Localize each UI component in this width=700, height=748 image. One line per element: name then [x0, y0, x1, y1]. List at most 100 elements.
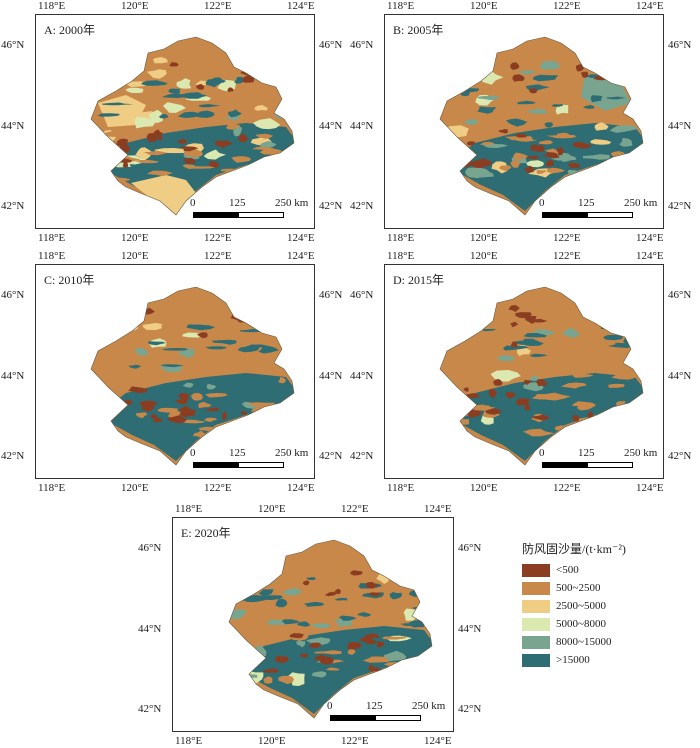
lat-tick-label: 44°N — [1, 120, 25, 132]
lon-tick-label: 124°E — [636, 250, 664, 262]
region-fill — [91, 287, 294, 465]
legend-label: 8000~15000 — [556, 636, 612, 648]
scale-bar-segment-black — [542, 212, 588, 218]
lat-tick-label: 46°N — [668, 39, 692, 51]
legend-label: 500~2500 — [556, 582, 601, 594]
legend-title: 防风固沙量/(t·km⁻²) — [522, 542, 626, 556]
lon-tick-label: 124°E — [636, 482, 664, 494]
legend-item: 2500~5000 — [522, 599, 626, 617]
lat-tick-label: 44°N — [350, 370, 374, 382]
scale-bar-segment-black — [193, 462, 239, 468]
lat-tick-label: 42°N — [458, 703, 482, 715]
lat-tick-label: 44°N — [458, 623, 482, 635]
legend-label: >15000 — [556, 654, 590, 666]
lon-tick-label: 122°E — [341, 503, 369, 515]
lon-tick-label: 118°E — [387, 232, 415, 244]
legend-label: 5000~8000 — [556, 618, 606, 630]
legend: 防风固沙量/(t·km⁻²) <500 500~2500 2500~5000 5000… — [522, 540, 626, 671]
scale-label: 250 km — [412, 700, 446, 712]
legend-item: 500~2500 — [522, 581, 626, 599]
legend-item: >15000 — [522, 653, 626, 671]
lon-tick-label: 122°E — [553, 0, 581, 12]
lat-tick-label: 42°N — [668, 450, 692, 462]
lat-tick-label: 42°N — [319, 450, 343, 462]
lon-tick-label: 120°E — [258, 735, 286, 747]
legend-item: <500 — [522, 563, 626, 581]
lon-tick-label: 124°E — [424, 503, 452, 515]
lat-tick-label: 42°N — [138, 703, 162, 715]
lon-tick-label: 120°E — [121, 0, 149, 12]
lat-tick-label: 46°N — [319, 289, 343, 301]
lon-tick-label: 124°E — [287, 250, 315, 262]
land-cover-map — [439, 286, 644, 466]
lat-tick-label: 42°N — [668, 200, 692, 212]
legend-swatch — [522, 654, 550, 667]
map-panel-2020: E: 2020年 0 125 250 km — [172, 517, 454, 732]
scale-bar-segment-black — [542, 462, 588, 468]
legend-swatch — [522, 618, 550, 631]
scale-bar-segment-white — [238, 462, 284, 468]
lat-tick-label: 46°N — [458, 542, 482, 554]
panel-label: E: 2020年 — [181, 526, 231, 540]
lat-tick-label: 46°N — [350, 39, 374, 51]
legend-label: <500 — [556, 564, 579, 576]
lon-tick-label: 118°E — [387, 482, 415, 494]
scale-label: 250 km — [275, 197, 309, 209]
lat-tick-label: 46°N — [1, 289, 25, 301]
lat-tick-label: 46°N — [350, 289, 374, 301]
lat-tick-label: 44°N — [668, 120, 692, 132]
lat-tick-label: 44°N — [1, 370, 25, 382]
scale-label: 0 — [190, 197, 196, 209]
lon-tick-label: 120°E — [470, 482, 498, 494]
scale-bar-segment-white — [238, 212, 284, 218]
lon-tick-label: 118°E — [38, 250, 66, 262]
lon-tick-label: 118°E — [38, 482, 66, 494]
lon-tick-label: 118°E — [175, 735, 203, 747]
map-panel-2005: B: 2005年 0 125 250 km — [384, 14, 664, 229]
legend-swatch — [522, 564, 550, 577]
land-cover-map — [90, 286, 295, 466]
lon-tick-label: 122°E — [553, 482, 581, 494]
lon-tick-label: 118°E — [175, 503, 203, 515]
lat-tick-label: 46°N — [319, 39, 343, 51]
lon-tick-label: 124°E — [636, 0, 664, 12]
legend-swatch — [522, 582, 550, 595]
region-fill — [440, 287, 643, 465]
lon-tick-label: 120°E — [470, 250, 498, 262]
panel-label: A: 2000年 — [44, 23, 96, 37]
lat-tick-label: 42°N — [350, 450, 374, 462]
scale-bar-segment-white — [587, 462, 633, 468]
legend-label: 2500~5000 — [556, 600, 606, 612]
scale-label: 125 — [578, 447, 595, 459]
scale-bar-segment-white — [587, 212, 633, 218]
scale-label: 125 — [229, 447, 246, 459]
land-cover-map — [90, 36, 295, 216]
scale-label: 250 km — [624, 447, 658, 459]
lon-tick-label: 120°E — [121, 482, 149, 494]
region-fill — [440, 37, 643, 215]
lon-tick-label: 122°E — [553, 232, 581, 244]
lon-tick-label: 124°E — [636, 232, 664, 244]
scale-label: 125 — [578, 197, 595, 209]
lon-tick-label: 118°E — [387, 250, 415, 262]
scale-label: 250 km — [275, 447, 309, 459]
lat-tick-label: 44°N — [319, 370, 343, 382]
region-fill — [229, 540, 432, 718]
lat-tick-label: 44°N — [668, 370, 692, 382]
scale-label: 125 — [229, 197, 246, 209]
lon-tick-label: 122°E — [553, 250, 581, 262]
legend-swatch — [522, 636, 550, 649]
lon-tick-label: 118°E — [38, 0, 66, 12]
scale-label: 0 — [190, 447, 196, 459]
lon-tick-label: 122°E — [204, 250, 232, 262]
map-panel-2015: D: 2015年 0 125 250 km — [384, 264, 664, 479]
land-cover-map — [439, 36, 644, 216]
scale-bar-segment-black — [330, 715, 376, 721]
lat-tick-label: 42°N — [350, 200, 374, 212]
legend-item: 8000~15000 — [522, 635, 626, 653]
lat-tick-label: 42°N — [1, 200, 25, 212]
region-fill — [91, 37, 294, 215]
land-cover-map — [228, 539, 433, 719]
lat-tick-label: 44°N — [319, 120, 343, 132]
lon-tick-label: 122°E — [204, 0, 232, 12]
